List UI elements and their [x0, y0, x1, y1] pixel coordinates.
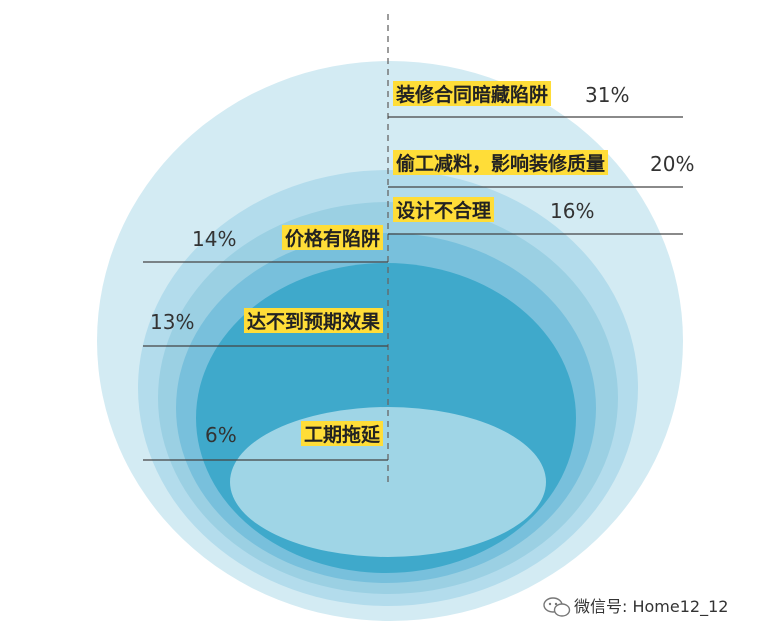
- annotation-item: 设计不合理 16%: [388, 197, 683, 235]
- label-highlight: [393, 81, 552, 106]
- annotation-item: 偷工减料，影响装修质量 20%: [388, 150, 694, 188]
- value-label: 13%: [150, 310, 194, 334]
- wechat-icon: [543, 597, 571, 617]
- category-label: 设计不合理: [396, 199, 491, 222]
- value-label: 16%: [550, 199, 594, 223]
- category-label: 偷工减料，影响装修质量: [396, 152, 605, 175]
- label-highlight: [393, 197, 495, 222]
- annotations: 装修合同暗藏陷阱 31% 偷工减料，影响装修质量 20% 设计不合理 16% 价格有陷阱 14…: [143, 81, 694, 461]
- value-label: 14%: [192, 227, 236, 251]
- value-label: 31%: [585, 83, 629, 107]
- category-label: 装修合同暗藏陷阱: [395, 83, 548, 106]
- annotation-item: 价格有陷阱 14%: [143, 225, 388, 263]
- label-highlight: [393, 150, 609, 175]
- label-highlight: [300, 421, 383, 446]
- annotation-item: 达不到预期效果 13%: [143, 308, 388, 347]
- watermark: 微信号: Home12_12: [543, 597, 728, 617]
- ellipse-layers: [97, 61, 683, 621]
- category-label: 工期拖延: [304, 423, 381, 446]
- category-label: 价格有陷阱: [285, 227, 380, 250]
- label-highlight: [281, 225, 383, 250]
- label-highlight: [243, 308, 383, 333]
- category-label: 达不到预期效果: [247, 310, 380, 333]
- watermark-text: 微信号: Home12_12: [574, 597, 728, 617]
- value-label: 6%: [205, 423, 237, 447]
- value-label: 20%: [650, 152, 694, 176]
- annotation-item: 装修合同暗藏陷阱 31%: [388, 81, 683, 118]
- annotation-item: 工期拖延 6%: [143, 421, 388, 461]
